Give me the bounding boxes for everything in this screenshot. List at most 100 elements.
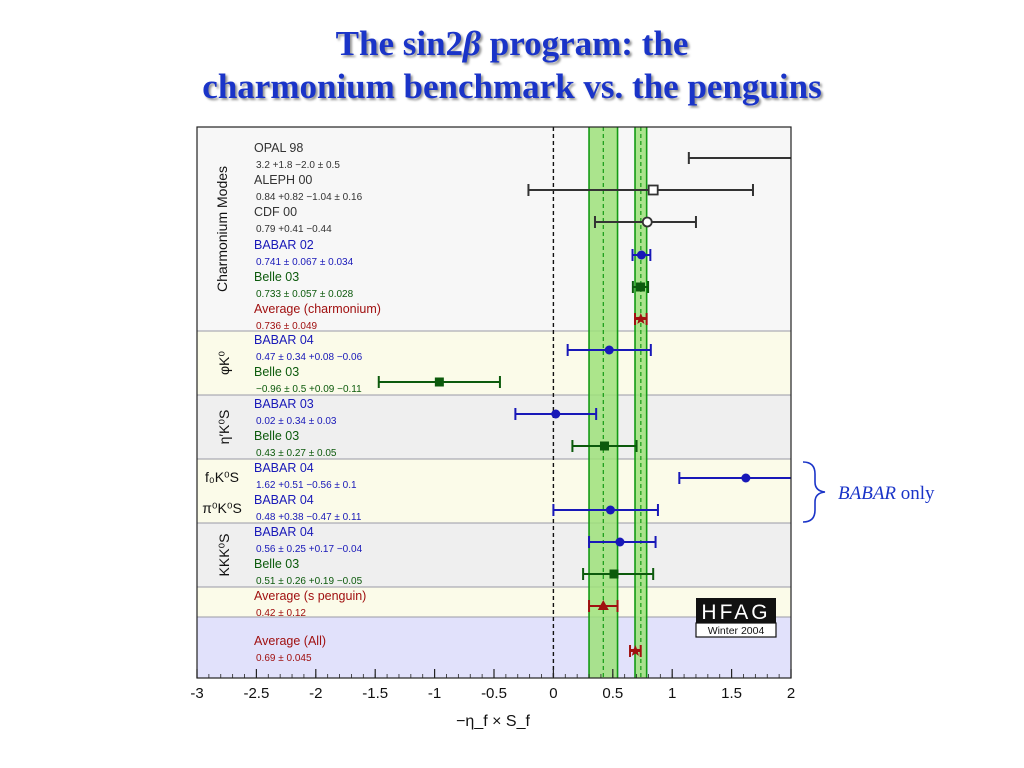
group-label: φK⁰: [216, 351, 232, 375]
hfag-logo-caption-box: [695, 622, 777, 638]
x-axis-label: −η_f × S_f: [456, 713, 530, 730]
measurement-name: ALEPH 00: [254, 173, 312, 187]
x-tick-label: -2: [309, 685, 322, 702]
hfag-logo: HFAG Winter 2004: [695, 598, 777, 638]
measurement-value: 0.51 ± 0.26 +0.19 −0.05: [256, 576, 363, 587]
x-tick-label: 0.5: [602, 685, 623, 702]
title-line-2: charmonium benchmark vs. the penguins: [202, 67, 822, 106]
group-background: [197, 523, 791, 587]
measurement-name: BABAR 04: [254, 525, 314, 539]
measurement-value: 0.56 ± 0.25 +0.17 −0.04: [256, 544, 363, 555]
group-label: KKK⁰S: [216, 534, 232, 577]
triangle-marker: [597, 600, 609, 610]
group-labels: Charmonium Modes φK⁰ η′K⁰S KKK⁰S f₀K⁰S π⁰K⁰S: [202, 166, 242, 577]
measurement-value: 0.42 ± 0.12: [256, 608, 306, 619]
measurement-name: BABAR 04: [254, 333, 314, 347]
curly-brace-icon: [802, 461, 826, 523]
measurement-name: Belle 03: [254, 429, 299, 443]
measurement-name: BABAR 03: [254, 397, 314, 411]
square-marker: [599, 441, 609, 451]
measurement-value: 3.2 +1.8 −2.0 ± 0.5: [256, 160, 340, 171]
measurement-value: 0.79 +0.41 −0.44: [256, 224, 332, 235]
square-marker: [635, 282, 645, 292]
measurement-name: Belle 03: [254, 270, 299, 284]
data-point: [629, 645, 642, 657]
x-tick-label: -3: [190, 685, 203, 702]
data-point: [514, 408, 598, 420]
measurement-value: 0.733 ± 0.057 ± 0.028: [256, 289, 354, 300]
star-marker: [635, 313, 647, 324]
measurement-value: 0.43 ± 0.27 ± 0.05: [256, 448, 337, 459]
data-point: [377, 376, 501, 388]
measurement-name: BABAR 02: [254, 238, 314, 252]
circle-marker: [605, 505, 615, 515]
measurement-value: 1.62 +0.51 −0.56 ± 0.1: [256, 480, 357, 491]
measurement-name: OPAL 98: [254, 141, 303, 155]
circle-marker: [636, 250, 646, 260]
star-marker: [629, 645, 642, 656]
x-tick-label: -0.5: [481, 685, 507, 702]
circle-marker: [551, 409, 561, 419]
x-tick-label: -1: [428, 685, 441, 702]
open-circle-marker: [641, 216, 653, 228]
babar-only-note: BABAR only: [838, 483, 935, 504]
x-axis: -3 -2.5 -2 -1.5 -1 -0.5 0 0.5 1 1.5 2 −η_f × S_f: [190, 126, 795, 730]
circle-marker: [615, 537, 625, 547]
measurement-name: BABAR 04: [254, 493, 314, 507]
title-text-pre: The sin2: [335, 24, 464, 63]
x-tick-label: 1: [668, 685, 676, 702]
measurement-value: 0.741 ± 0.067 ± 0.034: [256, 257, 354, 268]
measurement-value: 0.48 +0.38 −0.47 ± 0.11: [256, 512, 362, 523]
babar-only-rest: only: [896, 483, 935, 504]
data-point: [631, 249, 652, 261]
measurement-value: 0.84 +0.82 −1.04 ± 0.16: [256, 192, 363, 203]
data-point: [527, 184, 754, 196]
data-point: [566, 344, 652, 356]
hfag-logo-dark-box: [696, 598, 776, 623]
measurement-labels: OPAL 98 3.2 +1.8 −2.0 ± 0.5 ALEPH 00 0.84 +…: [254, 141, 381, 664]
data-point: [593, 216, 697, 228]
slide-title: The sin2β program: the charmonium benchm…: [0, 22, 1024, 108]
group-label: f₀K⁰S: [205, 469, 239, 485]
data-point: [687, 152, 791, 164]
x-tick-label: 1.5: [721, 685, 742, 702]
error-bars: [377, 152, 791, 657]
measurement-value: −0.96 ± 0.5 +0.09 −0.11: [256, 384, 362, 395]
data-point: [631, 281, 650, 293]
group-background: [197, 127, 791, 331]
measurement-name: Average (s penguin): [254, 589, 366, 603]
measurement-value: 0.736 ± 0.049: [256, 321, 318, 332]
measurement-value: 0.02 ± 0.34 ± 0.03: [256, 416, 337, 427]
group-label: Charmonium Modes: [214, 166, 230, 292]
title-beta-symbol: β: [463, 24, 481, 63]
group-label: π⁰K⁰S: [202, 500, 242, 516]
data-point: [582, 568, 655, 580]
group-background: [197, 459, 791, 523]
x-tick-label: -2.5: [243, 685, 269, 702]
measurement-name: CDF 00: [254, 205, 297, 219]
measurement-value: 0.69 ± 0.045: [256, 653, 312, 664]
data-point: [634, 313, 648, 325]
data-point: [588, 600, 619, 612]
open-square-marker: [647, 184, 659, 196]
data-point: [552, 504, 659, 516]
group-background: [197, 587, 791, 617]
group-background: [197, 395, 791, 459]
square-marker: [609, 569, 619, 579]
hfag-logo-text: HFAG: [701, 601, 770, 624]
title-text-post: program: the: [480, 24, 689, 63]
x-tick-label: 2: [787, 685, 795, 702]
measurement-name: Belle 03: [254, 557, 299, 571]
hfag-logo-caption: Winter 2004: [708, 625, 765, 637]
group-label: η′K⁰S: [216, 410, 232, 445]
measurement-name: BABAR 04: [254, 461, 314, 475]
average-bands: [588, 127, 648, 678]
babar-only-annotation: BABAR only: [802, 461, 935, 523]
babar-only-italic: BABAR: [838, 483, 896, 504]
data-point: [571, 440, 638, 452]
measurement-name: Belle 03: [254, 365, 299, 379]
group-background: [197, 331, 791, 395]
group-background: [197, 617, 791, 678]
circle-marker: [741, 473, 751, 483]
